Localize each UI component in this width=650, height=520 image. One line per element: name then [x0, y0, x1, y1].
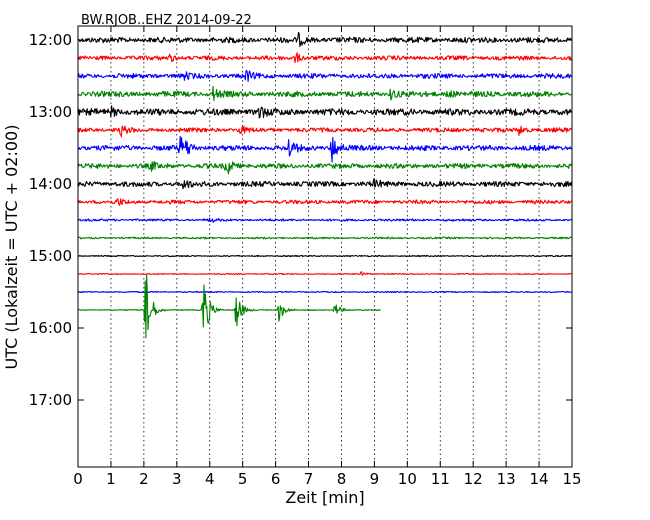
trace-row-1530	[77, 290, 572, 294]
x-tick-label: 15	[562, 470, 581, 488]
x-tick-label: 14	[530, 470, 549, 488]
x-tick-label: 3	[172, 470, 182, 488]
trace-row-1300	[77, 105, 572, 119]
trace-row-1400	[77, 177, 573, 190]
trace-row-1345	[77, 160, 573, 175]
y-tick-label: 12:00	[29, 31, 72, 49]
gridlines	[110, 26, 540, 467]
trace-row-1200	[77, 31, 572, 48]
traces	[77, 31, 573, 339]
x-axis-label: Zeit [min]	[285, 488, 364, 507]
trace-row-1230	[77, 69, 572, 82]
y-tick-label: 14:00	[29, 175, 72, 193]
x-tick-label: 11	[431, 470, 450, 488]
y-tick-label: 13:00	[29, 103, 72, 121]
chart-title: BW.RJOB..EHZ 2014-09-22	[81, 13, 252, 28]
x-axis: 0 1 2 3 4 5 6 7 8 9 10 11 12 13 14 15	[73, 26, 582, 488]
y-tick-label: 15:00	[29, 247, 72, 265]
x-tick-label: 10	[398, 470, 417, 488]
y-axis: 12:00 13:00 14:00 15:00 16:00 17:00	[29, 31, 572, 409]
x-tick-label: 6	[271, 470, 281, 488]
x-tick-label: 4	[205, 470, 215, 488]
trace-row-1245	[77, 85, 572, 102]
x-tick-label: 0	[73, 470, 83, 488]
y-tick-label: 16:00	[29, 319, 72, 337]
x-tick-label: 9	[370, 470, 380, 488]
trace-row-1445	[77, 236, 572, 240]
trace-row-1315	[77, 125, 572, 138]
x-tick-label: 2	[139, 470, 149, 488]
x-tick-label: 12	[464, 470, 483, 488]
x-tick-label: 1	[106, 470, 116, 488]
trace-row-1330	[77, 135, 572, 163]
x-tick-label: 5	[238, 470, 248, 488]
x-tick-label: 13	[497, 470, 516, 488]
y-axis-label: UTC (Lokalzeit = UTC + 02:00)	[2, 125, 21, 370]
trace-row-1415	[77, 198, 572, 206]
trace-row-1215	[77, 52, 573, 64]
trace-row-1515	[77, 271, 572, 276]
trace-row-1430	[77, 217, 572, 223]
plot-frame	[77, 25, 573, 468]
y-tick-label: 17:00	[29, 391, 72, 409]
trace-row-1545	[77, 274, 381, 339]
x-tick-label: 7	[304, 470, 314, 488]
trace-row-1500	[77, 254, 572, 258]
x-tick-label: 8	[337, 470, 347, 488]
